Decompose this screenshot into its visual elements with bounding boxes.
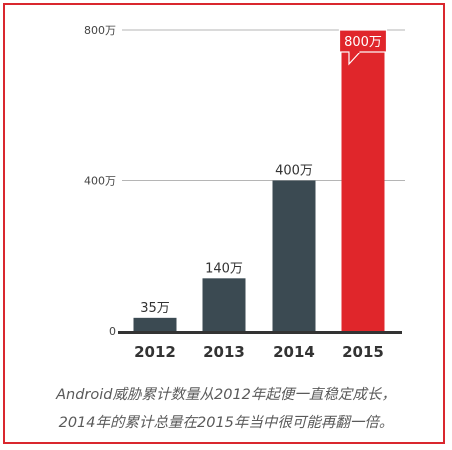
value-callout-join bbox=[349, 50, 360, 53]
y-tick-label: 400万 bbox=[84, 175, 116, 188]
value-callout-box bbox=[338, 29, 388, 53]
value-label: 800万 bbox=[344, 35, 382, 50]
bar bbox=[272, 180, 316, 331]
bar bbox=[202, 278, 246, 331]
x-tick-label: 2014 bbox=[273, 343, 315, 361]
x-tick-label: 2012 bbox=[134, 343, 176, 361]
y-tick-label: 0 bbox=[109, 325, 116, 338]
y-tick-label: 800万 bbox=[84, 24, 116, 37]
x-tick-label: 2015 bbox=[342, 343, 384, 361]
value-label: 35万 bbox=[140, 301, 170, 316]
bar-chart: 0 400万 800万 35万 2012 140万 2013 400万 2014 800万 2015 bbox=[84, 24, 405, 361]
value-callout-pointer bbox=[348, 51, 361, 66]
bar bbox=[341, 30, 385, 331]
x-tick-label: 2013 bbox=[203, 343, 245, 361]
value-label: 140万 bbox=[205, 261, 243, 276]
value-label: 400万 bbox=[275, 164, 313, 179]
image-frame bbox=[3, 3, 445, 444]
caption-line-2: 2014年的累计总量在2015年当中很可能再翻一倍。 bbox=[58, 415, 394, 431]
bar bbox=[133, 317, 177, 331]
caption-line-1: Android威胁累计数量从2012年起便一直稳定成长， bbox=[56, 387, 396, 403]
x-axis-line bbox=[118, 331, 402, 334]
